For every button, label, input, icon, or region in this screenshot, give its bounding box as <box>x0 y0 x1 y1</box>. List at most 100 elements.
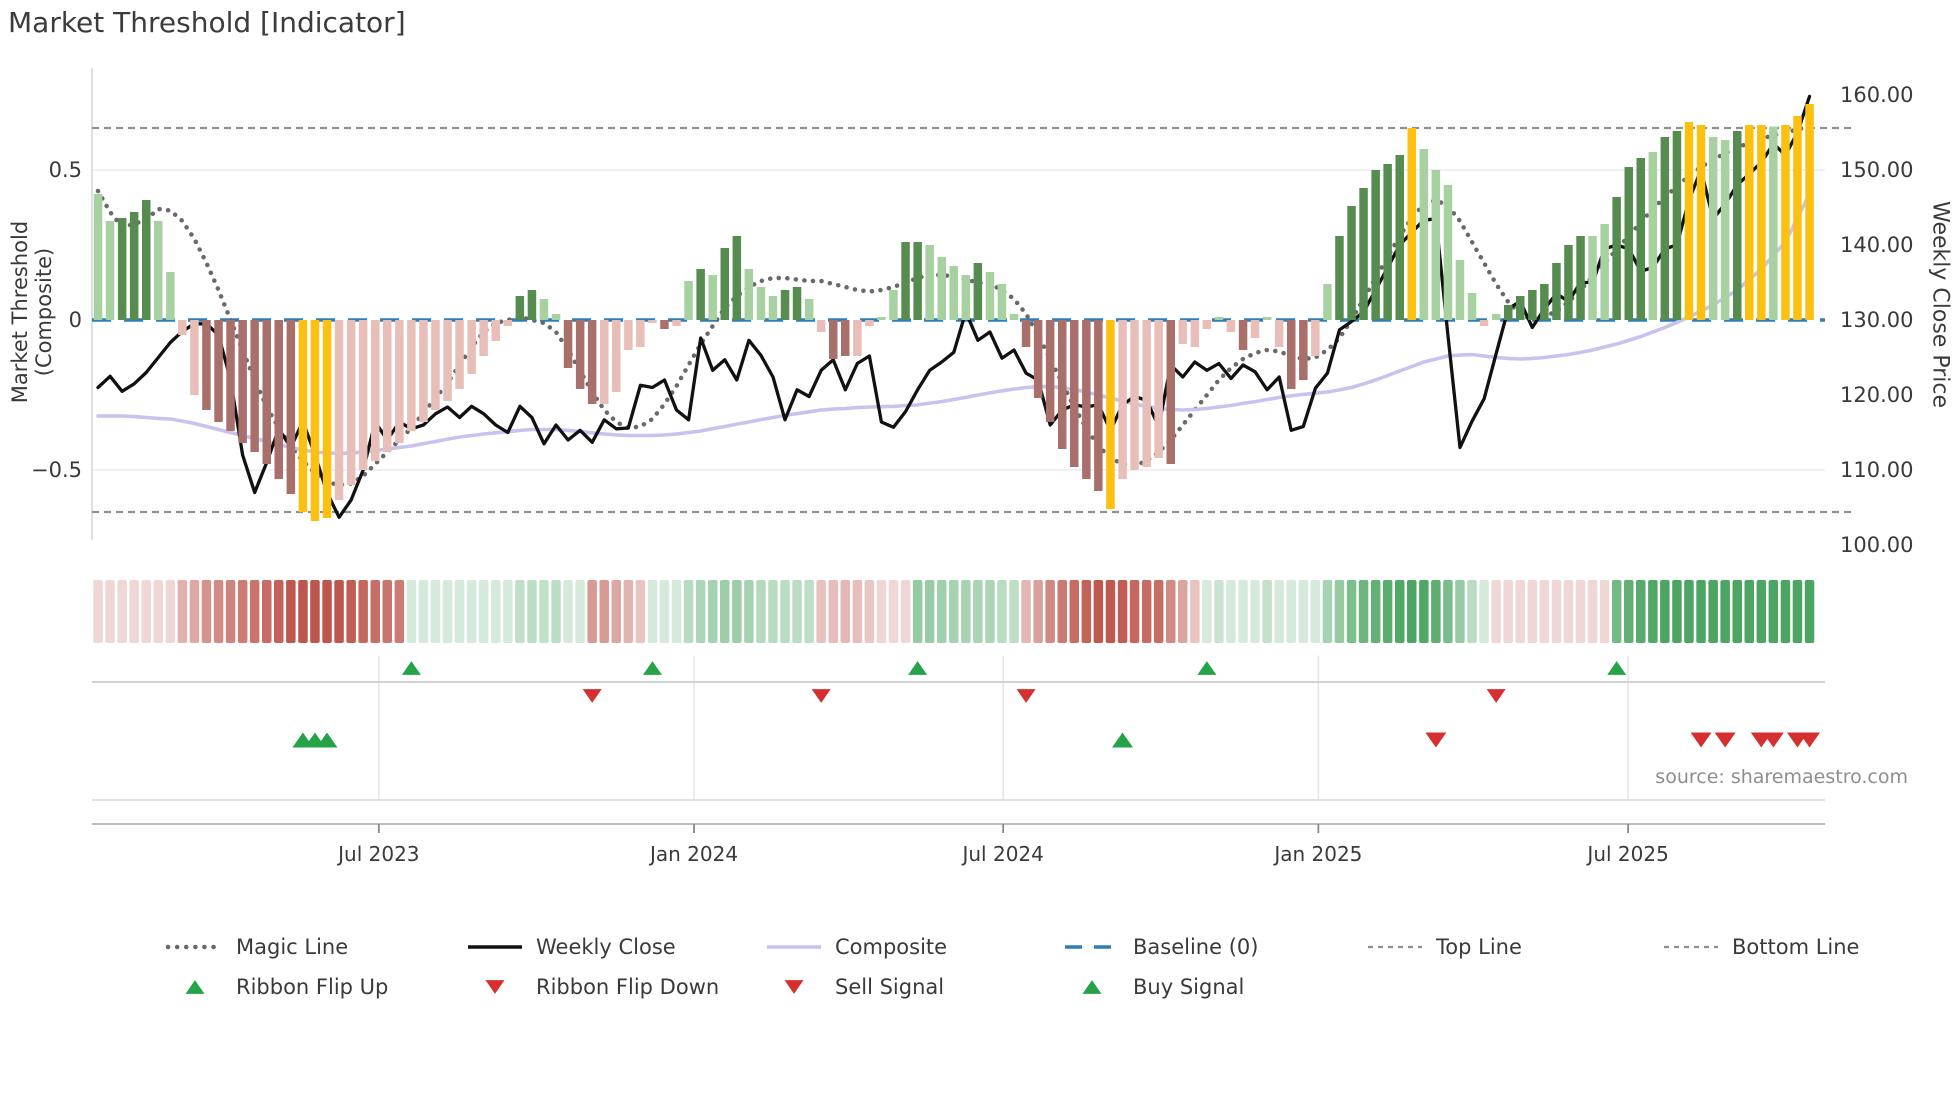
threshold-bar <box>407 320 416 431</box>
ribbon-cell-bullish <box>1214 580 1224 643</box>
ribbon-cell-bearish <box>1575 580 1586 643</box>
ribbon-cell-bearish <box>310 580 320 643</box>
ribbon-cell-bullish <box>780 580 790 643</box>
ribbon-cell-bullish <box>1238 580 1248 643</box>
threshold-bar <box>1720 140 1730 320</box>
threshold-bar <box>443 320 452 401</box>
ribbon-cell-bullish <box>1660 580 1670 643</box>
ribbon-cell-bearish <box>1551 580 1562 643</box>
ribbon-cell-bullish <box>1624 580 1634 643</box>
threshold-bar <box>1033 320 1043 398</box>
ribbon-cell-bearish <box>225 580 236 643</box>
ribbon-cell-bearish <box>599 580 609 643</box>
threshold-bar <box>1576 236 1585 320</box>
threshold-bar <box>346 320 356 485</box>
threshold-bar <box>551 314 561 320</box>
legend-label: Ribbon Flip Up <box>236 975 389 999</box>
legend-label: Composite <box>835 935 948 959</box>
threshold-bar <box>624 320 633 350</box>
ribbon-cell-bullish <box>1804 580 1815 643</box>
ribbon-cell-bullish <box>1636 580 1646 643</box>
legend-label: Ribbon Flip Down <box>536 975 720 999</box>
threshold-bar <box>672 320 681 326</box>
ribbon-cell-bearish <box>1178 580 1188 643</box>
ribbon-cell-bearish <box>213 580 224 643</box>
ribbon-cell-bearish <box>370 580 380 643</box>
ribbon-cell-bullish <box>1419 580 1429 643</box>
threshold-bar <box>358 320 368 470</box>
ribbon-cell-bearish <box>635 580 646 643</box>
threshold-bar <box>1443 185 1453 320</box>
sell-signal-marker <box>1799 732 1821 748</box>
ribbon-cell-bearish <box>249 580 260 643</box>
threshold-bar <box>1479 320 1489 326</box>
threshold-bar <box>889 290 898 320</box>
ribbon-cell-bullish <box>1382 580 1393 643</box>
ribbon-cell-bearish <box>864 580 875 643</box>
ribbon-cell-bullish <box>527 580 537 643</box>
ribbon-cell-bearish <box>153 580 163 643</box>
ribbon-cell-bearish <box>129 580 139 643</box>
threshold-bar <box>1745 125 1754 320</box>
ribbon-cell-bullish <box>1298 580 1309 643</box>
threshold-bar <box>829 320 838 359</box>
threshold-bar <box>877 317 886 320</box>
ribbon-cell-bullish <box>539 580 549 643</box>
threshold-bar <box>1214 317 1224 320</box>
right-tick-label: 130.00 <box>1840 308 1914 332</box>
threshold-bar <box>1299 320 1308 380</box>
ribbon-cell-bullish <box>720 580 730 643</box>
threshold-bar <box>1431 170 1441 320</box>
ribbon-cell-bearish <box>828 580 838 643</box>
ribbon-flip-up-marker <box>401 661 421 675</box>
threshold-bar <box>202 320 211 410</box>
ribbon-cell-bearish <box>189 580 200 643</box>
threshold-bar <box>756 287 766 320</box>
threshold-bar <box>708 275 717 320</box>
sell-signal-marker <box>1762 732 1784 748</box>
ribbon-cell-bullish <box>430 580 441 643</box>
threshold-bar <box>1528 290 1537 320</box>
ribbon-cell-bullish <box>997 580 1007 643</box>
threshold-bar <box>334 320 344 500</box>
ribbon-cell-bearish <box>1515 580 1525 643</box>
ribbon-cell-bearish <box>237 580 248 643</box>
threshold-bar <box>744 269 754 320</box>
ribbon-cell-bullish <box>804 580 814 643</box>
ribbon-cell-bearish <box>1033 580 1043 643</box>
threshold-bar <box>792 287 802 320</box>
ribbon-flip-down-marker <box>1486 689 1506 703</box>
ribbon-cell-bullish <box>1009 580 1019 643</box>
ribbon-cell-bullish <box>1310 580 1321 643</box>
threshold-bar <box>129 212 139 320</box>
ribbon-cell-bullish <box>466 580 477 643</box>
x-tick-label: Jan 2025 <box>1274 842 1363 866</box>
ribbon-cell-bearish <box>1166 580 1176 643</box>
threshold-bar <box>1407 128 1416 320</box>
ribbon-cell-bullish <box>1226 580 1236 643</box>
ribbon-cell-bearish <box>1069 580 1079 643</box>
x-tick-label: Jul 2024 <box>962 842 1044 866</box>
ribbon-flip-down-marker <box>1016 689 1036 703</box>
threshold-bar <box>937 257 946 320</box>
threshold-bar <box>575 320 585 389</box>
right-tick-label: 160.00 <box>1840 83 1914 107</box>
sell-signal-marker <box>1714 732 1736 748</box>
threshold-bar <box>768 296 778 320</box>
threshold-bar <box>298 320 308 512</box>
ribbon-cell-bearish <box>358 580 368 643</box>
x-tick-label: Jan 2024 <box>649 842 739 866</box>
ribbon-cell-bearish <box>1190 580 1200 643</box>
threshold-bar <box>913 242 922 320</box>
threshold-bar <box>1467 293 1477 320</box>
ribbon-cell-bullish <box>1768 580 1779 643</box>
ribbon-cell-bullish <box>961 580 971 643</box>
ribbon-cell-bullish <box>647 580 658 643</box>
threshold-bar <box>491 320 500 341</box>
threshold-bar <box>455 320 464 389</box>
threshold-bar <box>1045 320 1055 422</box>
ribbon-cell-bearish <box>117 580 127 643</box>
legend-item-ribbon-flip-down: Ribbon Flip Down <box>466 974 719 1000</box>
ribbon-cell-bullish <box>1780 580 1791 643</box>
threshold-bar <box>1274 320 1284 347</box>
